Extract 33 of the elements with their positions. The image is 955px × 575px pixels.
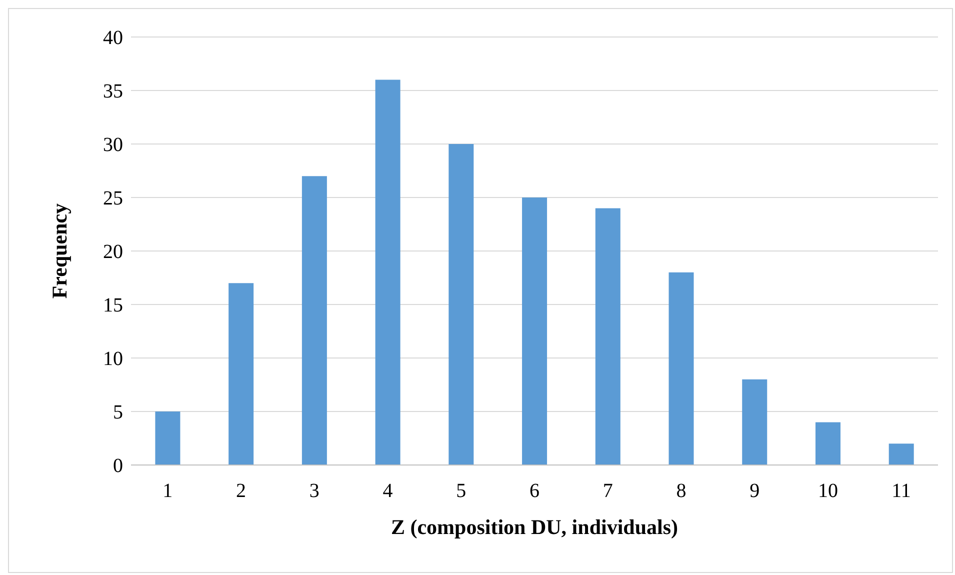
bar xyxy=(742,379,768,465)
x-tick-label: 2 xyxy=(236,480,246,502)
x-tick-label: 9 xyxy=(750,480,760,502)
x-tick-label: 1 xyxy=(162,480,173,502)
x-tick-label: 10 xyxy=(818,480,838,502)
y-axis-title: Frequency xyxy=(47,202,72,299)
bar xyxy=(668,272,694,465)
bar xyxy=(448,144,474,465)
y-tick-label: 5 xyxy=(113,402,123,424)
bar xyxy=(595,208,620,465)
x-tick-label: 8 xyxy=(676,480,686,502)
bar xyxy=(375,80,400,465)
x-tick-label: 7 xyxy=(602,480,613,502)
y-tick-label: 25 xyxy=(103,188,123,210)
y-tick-label: 20 xyxy=(103,241,123,264)
y-tick-label: 15 xyxy=(103,294,123,317)
bar xyxy=(228,283,254,465)
y-tick-label: 40 xyxy=(103,27,123,50)
bar xyxy=(815,422,840,465)
x-tick-label: 11 xyxy=(892,480,911,502)
y-tick-label: 30 xyxy=(103,134,123,156)
x-axis-title: Z (composition DU, individuals) xyxy=(390,515,678,539)
x-tick-label: 3 xyxy=(309,480,320,502)
bar xyxy=(155,412,180,465)
bar xyxy=(302,176,327,465)
y-tick-label: 0 xyxy=(113,455,123,478)
bar xyxy=(888,444,914,465)
x-tick-label: 4 xyxy=(382,480,393,502)
x-tick-label: 6 xyxy=(530,480,540,502)
y-tick-label: 35 xyxy=(103,80,123,103)
x-tick-label: 5 xyxy=(456,480,466,502)
bar xyxy=(522,198,548,465)
y-tick-label: 10 xyxy=(103,348,123,370)
